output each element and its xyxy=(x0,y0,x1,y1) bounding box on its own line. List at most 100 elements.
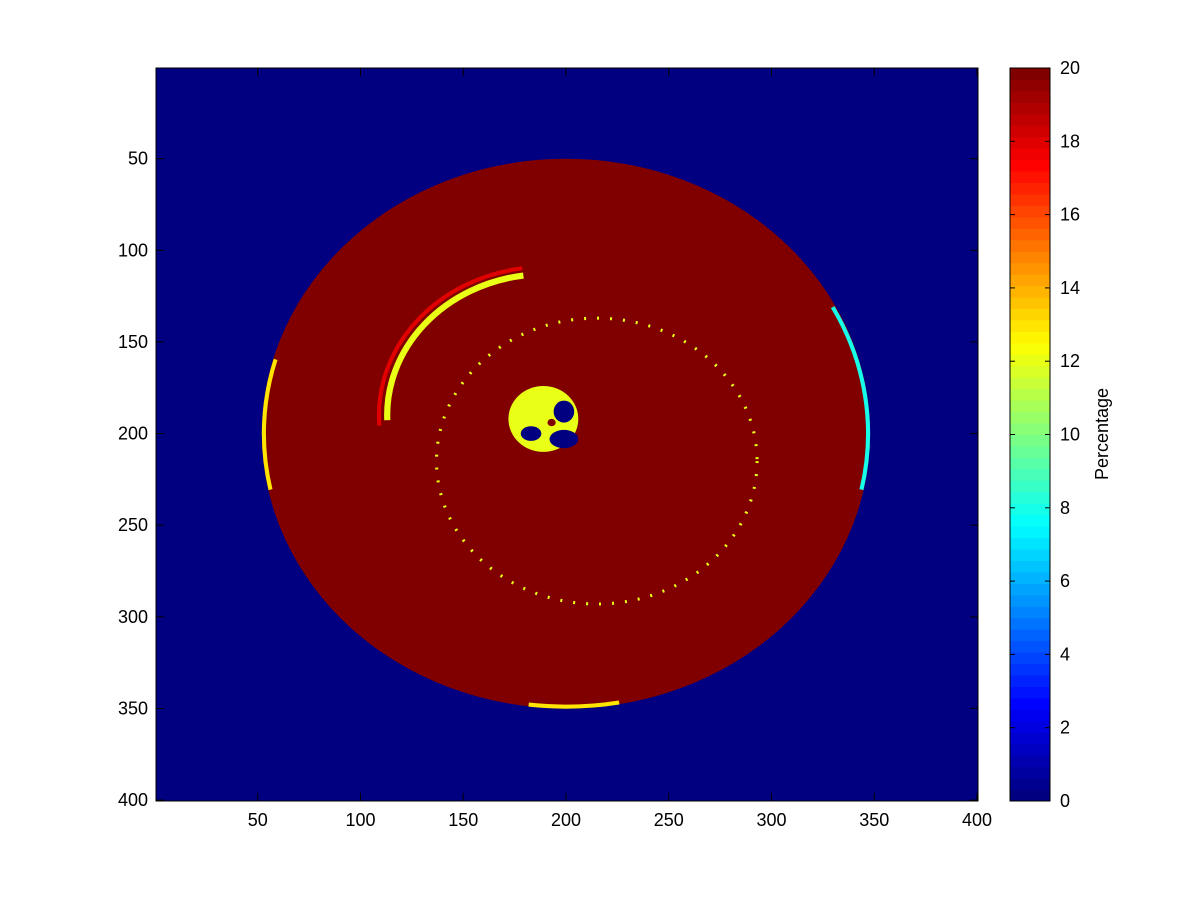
colorbar-segment xyxy=(1010,480,1050,493)
colorbar-segment xyxy=(1010,251,1050,264)
colorbar-segment xyxy=(1010,205,1050,218)
colorbar-segment xyxy=(1010,365,1050,378)
colorbar-segment xyxy=(1010,537,1050,550)
colorbar-segment xyxy=(1010,503,1050,516)
y-tick-label: 100 xyxy=(118,240,148,260)
colorbar-segment xyxy=(1010,686,1050,699)
image-arc xyxy=(830,306,871,491)
colorbar-segment xyxy=(1010,755,1050,768)
colorbar-segment xyxy=(1010,526,1050,539)
colorbar-segment xyxy=(1010,262,1050,275)
y-tick-label: 150 xyxy=(118,332,148,352)
colorbar-tick-label: 12 xyxy=(1060,351,1080,371)
colorbar-tick-label: 14 xyxy=(1060,278,1080,298)
y-tick-label: 350 xyxy=(118,698,148,718)
colorbar-segment xyxy=(1010,640,1050,653)
colorbar-segment xyxy=(1010,388,1050,401)
image-arc xyxy=(528,700,620,709)
colorbar-segment xyxy=(1010,457,1050,470)
colorbar-segment xyxy=(1010,491,1050,504)
x-tick-label: 150 xyxy=(448,810,478,830)
colorbar-tick-label: 4 xyxy=(1060,644,1070,664)
image-region xyxy=(520,426,542,441)
colorbar-segment xyxy=(1010,445,1050,458)
colorbar-segment xyxy=(1010,732,1050,745)
colorbar-segment xyxy=(1010,423,1050,435)
colorbar-segment xyxy=(1010,697,1050,710)
colorbar-segment xyxy=(1010,239,1050,252)
image-arc xyxy=(384,272,524,421)
colorbar-tick-label: 18 xyxy=(1060,131,1080,151)
colorbar-segment xyxy=(1010,652,1050,665)
y-tick-label: 300 xyxy=(118,607,148,627)
colorbar-segment xyxy=(1010,789,1050,802)
y-tick-label: 50 xyxy=(128,149,148,169)
image-region xyxy=(549,429,579,449)
colorbar-segment xyxy=(1010,594,1050,607)
colorbar-segment xyxy=(1010,400,1050,413)
colorbar-tick-label: 0 xyxy=(1060,791,1070,811)
colorbar-segment xyxy=(1010,285,1050,298)
colorbar-segment xyxy=(1010,68,1050,80)
colorbar-tick-label: 8 xyxy=(1060,498,1070,518)
x-tick-label: 50 xyxy=(248,810,268,830)
x-tick-label: 300 xyxy=(756,810,786,830)
x-tick-label: 200 xyxy=(551,810,581,830)
colorbar-segment xyxy=(1010,560,1050,573)
image-arc xyxy=(261,358,278,491)
colorbar-segment xyxy=(1010,136,1050,149)
x-tick-label: 400 xyxy=(962,810,992,830)
colorbar-segment xyxy=(1010,675,1050,687)
colorbar-segment xyxy=(1010,228,1050,241)
colorbar-segment xyxy=(1010,102,1050,115)
y-tick-label: 200 xyxy=(118,424,148,444)
colorbar-segment xyxy=(1010,766,1050,779)
x-tick-label: 100 xyxy=(345,810,375,830)
image-ring xyxy=(434,316,759,606)
colorbar-segment xyxy=(1010,583,1050,596)
axes-box xyxy=(155,67,979,802)
colorbar-segment xyxy=(1010,171,1050,184)
colorbar-segment xyxy=(1010,663,1050,676)
colorbar-segment xyxy=(1010,720,1050,733)
colorbar-segment xyxy=(1010,434,1050,447)
colorbar-segment xyxy=(1010,342,1050,355)
image-layer xyxy=(156,68,978,801)
y-tick-label: 250 xyxy=(118,515,148,535)
colorbar-segment xyxy=(1010,193,1050,206)
colorbar-segment xyxy=(1010,629,1050,642)
colorbar-segment xyxy=(1010,377,1050,390)
colorbar-segment xyxy=(1010,606,1050,619)
colorbar-segment xyxy=(1010,709,1050,722)
colorbar-tick-label: 2 xyxy=(1060,718,1070,738)
colorbar-segment xyxy=(1010,571,1050,584)
x-tick-label: 350 xyxy=(859,810,889,830)
colorbar-segment xyxy=(1010,743,1050,756)
colorbar-tick-label: 10 xyxy=(1060,425,1080,445)
image-region xyxy=(547,418,556,427)
colorbar-segment xyxy=(1010,159,1050,172)
colorbar-segment xyxy=(1010,308,1050,321)
colorbar-segment xyxy=(1010,468,1050,481)
colorbar-segment xyxy=(1010,354,1050,367)
image-arc xyxy=(376,266,523,426)
colorbar-segment xyxy=(1010,182,1050,195)
colorbar-label: Percentage xyxy=(1092,388,1112,480)
colorbar-segment xyxy=(1010,216,1050,229)
colorbar-segment xyxy=(1010,90,1050,103)
colorbar-segment xyxy=(1010,79,1050,92)
colorbar-segment xyxy=(1010,617,1050,630)
colorbar-segment xyxy=(1010,125,1050,138)
colorbar-segment xyxy=(1010,549,1050,561)
colorbar-tick-label: 16 xyxy=(1060,205,1080,225)
y-tick-label: 400 xyxy=(118,790,148,810)
colorbar-tick-label: 20 xyxy=(1060,58,1080,78)
colorbar-segment xyxy=(1010,411,1050,424)
image-region xyxy=(553,400,575,423)
colorbar-segment xyxy=(1010,778,1050,791)
colorbar-segment xyxy=(1010,331,1050,344)
colorbar-tick-label: 6 xyxy=(1060,571,1070,591)
colorbar-segment xyxy=(1010,297,1050,310)
colorbar-segment xyxy=(1010,113,1050,126)
